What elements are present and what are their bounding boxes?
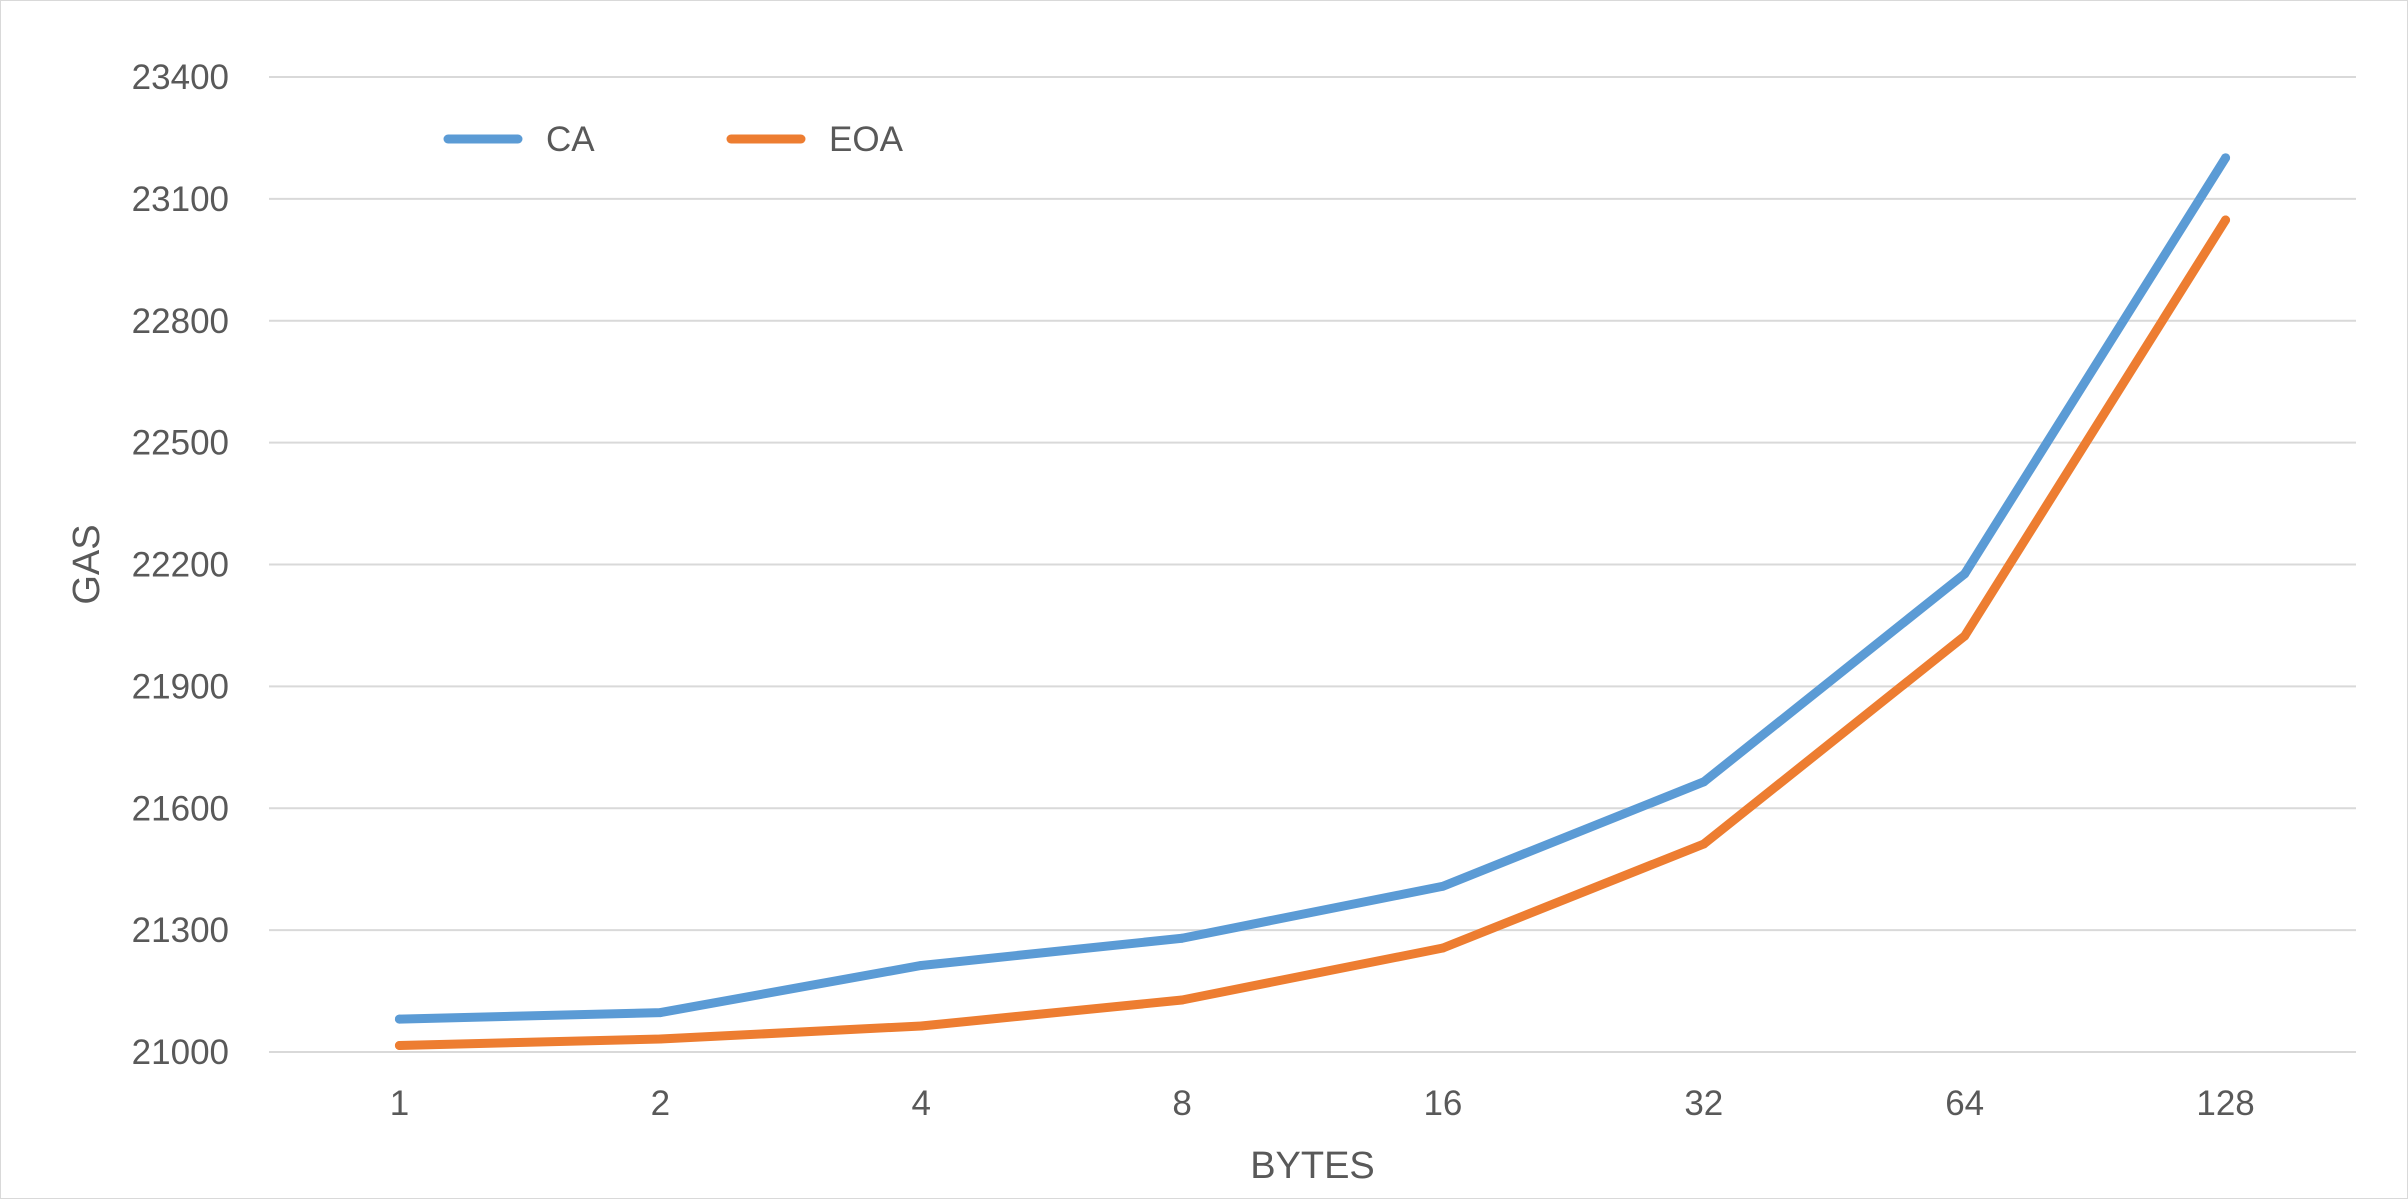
y-tick-label: 23400 — [132, 58, 229, 97]
y-tick-label: 22800 — [132, 302, 229, 341]
data-point-ca — [1438, 881, 1448, 891]
data-point-eoa — [655, 1034, 665, 1044]
x-tick-label: 16 — [1423, 1084, 1462, 1123]
data-point-eoa — [1960, 631, 1970, 641]
legend-label-eoa: EOA — [829, 120, 904, 159]
y-axis-title: GAS — [66, 524, 108, 604]
legend-label-ca: CA — [546, 120, 595, 159]
x-tick-label: 32 — [1684, 1084, 1723, 1123]
gridlines — [269, 76, 2356, 1053]
data-point-eoa — [1699, 839, 1709, 849]
series-line-eoa — [394, 215, 2231, 1050]
data-point-ca — [1699, 777, 1709, 787]
y-tick-label: 23100 — [132, 180, 229, 219]
data-point-ca — [394, 1014, 404, 1024]
x-tick-label: 4 — [911, 1084, 930, 1123]
x-tick-label: 64 — [1945, 1084, 1984, 1123]
data-point-eoa — [394, 1041, 404, 1050]
y-tick-label: 21600 — [132, 789, 229, 828]
y-axis-tick-labels: 21000 21300 21600 21900 22200 22500 22800 23100… — [132, 58, 229, 1072]
series-lines — [394, 153, 2231, 1050]
data-point-ca — [1960, 569, 1970, 579]
data-point-eoa — [1177, 995, 1187, 1005]
y-tick-label: 21000 — [132, 1033, 229, 1072]
series-line-ca — [394, 153, 2231, 1024]
x-axis-tick-labels: 1 2 4 8 16 32 64 128 — [390, 1084, 2255, 1123]
data-point-eoa — [916, 1021, 926, 1031]
data-point-eoa — [1438, 943, 1448, 953]
y-tick-label: 21300 — [132, 911, 229, 950]
data-point-ca — [2221, 153, 2231, 163]
legend: CA EOA — [443, 120, 904, 159]
x-tick-label: 128 — [2196, 1084, 2254, 1123]
y-tick-label: 21900 — [132, 667, 229, 706]
x-axis-title: BYTES — [1250, 1145, 1375, 1187]
data-point-eoa — [2221, 215, 2231, 225]
y-tick-label: 22500 — [132, 424, 229, 463]
data-point-ca — [916, 960, 926, 970]
x-tick-label: 2 — [651, 1084, 670, 1123]
x-tick-label: 1 — [390, 1084, 409, 1123]
y-tick-label: 22200 — [132, 546, 229, 585]
data-point-ca — [655, 1008, 665, 1018]
data-point-ca — [1177, 933, 1187, 943]
x-tick-label: 8 — [1172, 1084, 1191, 1123]
